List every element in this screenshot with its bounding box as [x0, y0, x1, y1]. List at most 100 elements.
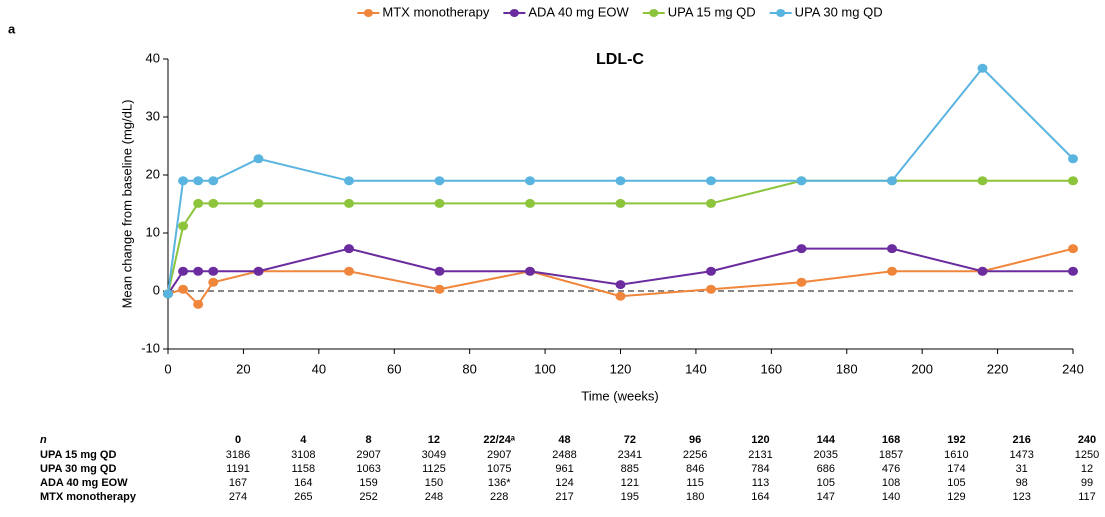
data-point — [178, 266, 189, 276]
table-cell: 2035 — [814, 449, 838, 461]
table-column-header: 48 — [558, 434, 570, 446]
x-tick-label: 40 — [312, 361, 326, 376]
data-point — [434, 284, 445, 294]
table-cell: 174 — [947, 463, 965, 475]
table-cell: 274 — [229, 491, 247, 503]
table-cell: 123 — [1013, 491, 1031, 503]
table-cell: 1125 — [422, 463, 446, 475]
table-row-label: ADA 40 mg EOW — [40, 477, 128, 489]
data-point — [208, 266, 219, 276]
table-cell: 1063 — [356, 463, 380, 475]
table-cell: 686 — [817, 463, 835, 475]
data-point — [887, 176, 897, 186]
data-point — [887, 266, 897, 276]
y-tick-label: -10 — [141, 340, 160, 355]
data-point — [208, 198, 219, 208]
table-column-header: 240 — [1078, 434, 1096, 446]
table-cell: 2907 — [356, 449, 380, 461]
table-cell: 113 — [752, 477, 770, 489]
table-column-header: 0 — [235, 434, 241, 446]
table-cell: 115 — [686, 477, 704, 489]
data-point — [1068, 176, 1078, 186]
table-cell: 252 — [359, 491, 377, 503]
table-cell: 150 — [425, 477, 443, 489]
data-point — [344, 198, 354, 208]
panel-label: a — [8, 21, 16, 36]
table-column-header: 8 — [366, 434, 372, 446]
x-tick-label: 180 — [836, 361, 858, 376]
table-row-label: MTX monotherapy — [40, 491, 137, 503]
legend-label: UPA 15 mg QD — [668, 4, 756, 19]
data-point — [525, 176, 535, 186]
table-cell: 159 — [359, 477, 377, 489]
data-point — [434, 176, 445, 186]
y-tick-label: 40 — [146, 50, 160, 65]
table-cell: 1075 — [487, 463, 511, 475]
legend-marker — [649, 9, 659, 17]
table-row-label: UPA 15 mg QD — [40, 449, 116, 461]
table-row-label: UPA 30 mg QD — [40, 463, 116, 475]
x-tick-label: 160 — [760, 361, 782, 376]
data-point — [796, 244, 807, 254]
x-tick-label: 240 — [1062, 361, 1084, 376]
data-point — [178, 176, 189, 186]
y-tick-label: 0 — [153, 282, 160, 297]
legend-label: MTX monotherapy — [382, 4, 489, 19]
data-point — [344, 244, 354, 254]
data-point — [615, 291, 626, 301]
table-cell: 180 — [686, 491, 704, 503]
table-cell: 3186 — [226, 449, 250, 461]
x-axis-label: Time (weeks) — [581, 388, 659, 403]
legend-item: ADA 40 mg EOW — [503, 4, 630, 19]
table-cell: 164 — [294, 477, 312, 489]
table-cell: 217 — [555, 491, 573, 503]
table-cell: 1191 — [226, 463, 250, 475]
table-cell: 248 — [425, 491, 443, 503]
data-point — [208, 176, 219, 186]
table-cell: 31 — [1016, 463, 1028, 475]
data-point — [208, 277, 219, 287]
table-cell: 105 — [817, 477, 835, 489]
table-column-header: 120 — [751, 434, 769, 446]
data-point — [434, 198, 445, 208]
y-tick-label: 30 — [146, 108, 160, 123]
data-point — [344, 176, 354, 186]
legend-marker — [776, 9, 786, 17]
x-tick-label: 220 — [987, 361, 1009, 376]
legend-item: MTX monotherapy — [357, 4, 490, 19]
x-tick-label: 20 — [236, 361, 250, 376]
data-point — [796, 176, 807, 186]
table-cell: 140 — [882, 491, 900, 503]
data-point — [525, 198, 535, 208]
table-cell: 195 — [621, 491, 639, 503]
data-point — [977, 266, 988, 276]
data-point — [706, 176, 716, 186]
data-point — [193, 176, 204, 186]
legend-label: ADA 40 mg EOW — [528, 4, 629, 19]
data-point — [615, 198, 626, 208]
data-point — [1068, 244, 1078, 254]
x-tick-label: 80 — [462, 361, 476, 376]
data-point — [796, 277, 807, 287]
table-header-label: n — [40, 434, 47, 446]
table-cell: 99 — [1081, 477, 1093, 489]
table-column-header: 4 — [300, 434, 307, 446]
table-column-header: 12 — [428, 434, 440, 446]
data-point — [253, 198, 264, 208]
table-cell: 2256 — [683, 449, 707, 461]
y-tick-label: 20 — [146, 166, 160, 181]
series-line — [167, 179, 1073, 295]
table-cell: 105 — [947, 477, 965, 489]
table-cell: 1158 — [291, 463, 315, 475]
table-cell: 3108 — [291, 449, 315, 461]
table-cell: 136* — [488, 477, 511, 489]
table-cell: 1250 — [1075, 449, 1099, 461]
table-cell: 228 — [490, 491, 508, 503]
table-cell: 1857 — [879, 449, 903, 461]
y-axis-label: Mean change from baseline (mg/dL) — [119, 100, 134, 309]
data-point — [525, 266, 535, 276]
data-point — [178, 284, 189, 294]
table-cell: 117 — [1078, 491, 1096, 503]
x-tick-label: 200 — [911, 361, 933, 376]
table-cell: 147 — [817, 491, 835, 503]
